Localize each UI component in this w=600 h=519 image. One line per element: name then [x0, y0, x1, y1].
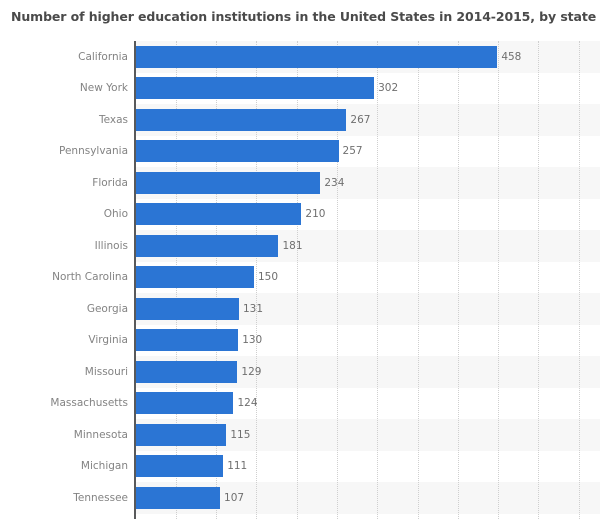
- bar[interactable]: [135, 297, 239, 320]
- category-label: Minnesota: [73, 428, 128, 441]
- gridline: [256, 41, 258, 519]
- bar-value-label: 234: [324, 176, 345, 189]
- bar[interactable]: [135, 171, 321, 194]
- category-label: Virginia: [88, 334, 128, 347]
- category-label: New York: [79, 82, 128, 95]
- bar-value-label: 111: [227, 460, 248, 473]
- bar-value-label: 257: [342, 145, 363, 158]
- bar-value-label: 115: [230, 428, 251, 441]
- bar-value-label: 130: [242, 334, 263, 347]
- bar-row[interactable]: Georgia 131: [0, 293, 600, 325]
- bar-row[interactable]: North Carolina 150: [0, 262, 600, 294]
- bar-value-label: 181: [282, 239, 303, 252]
- category-label: Tennessee: [73, 491, 128, 504]
- bar-row[interactable]: Massachusetts 124: [0, 388, 600, 420]
- bar[interactable]: [135, 486, 221, 509]
- bar-value-label: 458: [501, 50, 522, 63]
- bar-value-label: 302: [378, 82, 399, 95]
- chart-plot-area: California 458 New York 302 Texas 267 Pennsylv…: [0, 41, 600, 519]
- bar[interactable]: [135, 360, 238, 383]
- gridline: [457, 41, 460, 519]
- bar[interactable]: [135, 266, 254, 289]
- bar[interactable]: [135, 234, 279, 257]
- bar[interactable]: [135, 455, 224, 478]
- category-label: North Carolina: [52, 271, 128, 284]
- gridline: [538, 41, 540, 519]
- bar-value-label: 150: [258, 271, 279, 284]
- category-label: Missouri: [84, 365, 128, 378]
- bar-value-label: 131: [242, 302, 264, 315]
- bar[interactable]: [135, 45, 498, 68]
- category-label: Pennsylvania: [59, 145, 128, 158]
- bar-row[interactable]: Florida 234: [0, 167, 600, 199]
- gridline: [417, 41, 420, 519]
- category-label: Michigan: [80, 460, 128, 473]
- bar-row[interactable]: California 458: [0, 41, 600, 73]
- bar[interactable]: [135, 329, 239, 352]
- category-label: Texas: [98, 113, 128, 126]
- bar-value-label: 107: [224, 491, 245, 504]
- bar[interactable]: [135, 392, 234, 415]
- bar[interactable]: [135, 77, 375, 100]
- category-label: Florida: [92, 176, 128, 189]
- gridline: [296, 41, 299, 519]
- bar-row[interactable]: Virginia 130: [0, 325, 600, 357]
- category-label: California: [78, 50, 128, 63]
- gridline: [498, 41, 500, 519]
- category-label: Ohio: [103, 208, 128, 221]
- bar[interactable]: [135, 140, 339, 163]
- bar-row[interactable]: Tennessee 107: [0, 482, 600, 514]
- bar[interactable]: [135, 423, 227, 446]
- gridline: [578, 41, 581, 519]
- category-label: Georgia: [86, 302, 128, 315]
- category-label: Massachusetts: [50, 397, 128, 410]
- bar-row[interactable]: Missouri 129: [0, 356, 600, 388]
- bar-row[interactable]: Pennsylvania 257: [0, 136, 600, 168]
- bar-row[interactable]: New York 302: [0, 73, 600, 105]
- row-stripe: [135, 513, 600, 519]
- bar-value-label: 129: [241, 365, 262, 378]
- bar-row[interactable]: Illinois 181: [0, 230, 600, 262]
- page-title: Number of higher education institutions …: [11, 9, 597, 24]
- gridline: [377, 41, 379, 519]
- bar-row[interactable]: Michigan 111: [0, 451, 600, 483]
- category-label: Illinois: [94, 239, 128, 252]
- bar-row[interactable]: Ohio 210: [0, 199, 600, 231]
- bar[interactable]: [135, 108, 347, 131]
- bar-row[interactable]: Minnesota 115: [0, 419, 600, 451]
- bar[interactable]: [135, 203, 302, 226]
- bar-row[interactable]: Texas 267: [0, 104, 600, 136]
- bar-value-label: 210: [305, 208, 326, 221]
- bar-value-label: 124: [237, 397, 258, 410]
- y-axis-line: [134, 41, 136, 519]
- bar-value-label: 267: [350, 113, 371, 126]
- gridline: [336, 41, 339, 519]
